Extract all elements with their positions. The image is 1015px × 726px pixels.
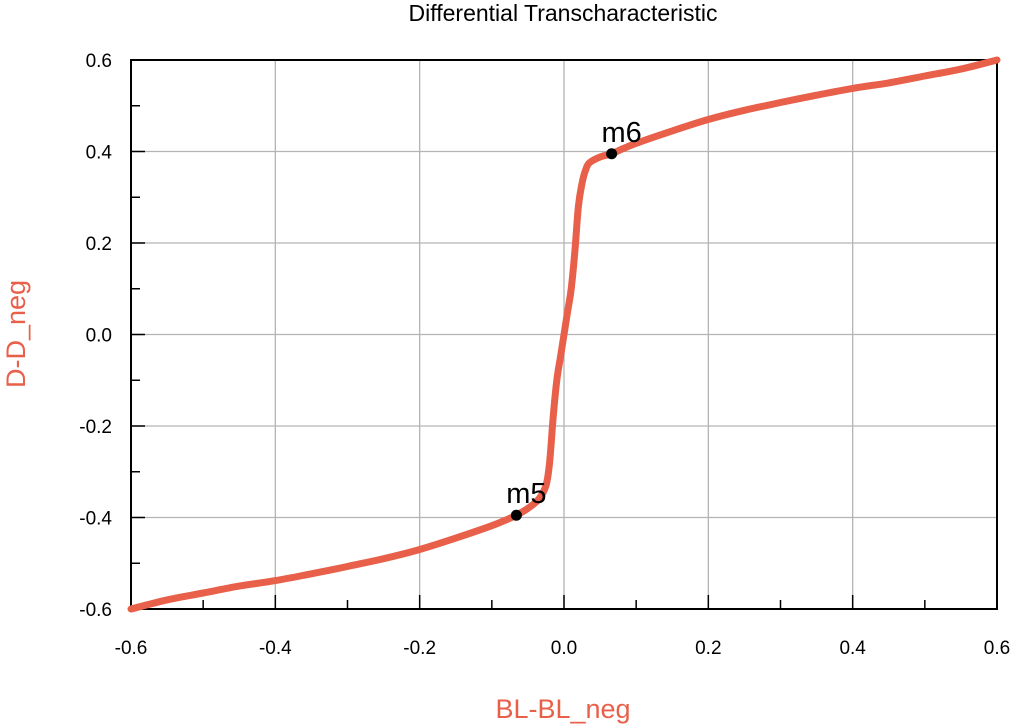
series-line [127, 56, 1001, 613]
y-tick-label: -0.4 [79, 509, 112, 530]
chart-title: Differential Transcharacteristic [409, 0, 718, 26]
plot-frame [130, 59, 998, 610]
y-tick-label: 0.2 [86, 234, 112, 255]
x-tick-label: 0.0 [551, 638, 577, 659]
y-tick-label: -0.6 [79, 600, 112, 621]
markers: m5 m6 [506, 117, 642, 521]
x-axis-label: BL-BL_neg [495, 694, 630, 724]
x-tick-label: -0.6 [115, 638, 148, 659]
marker-m6-dot [606, 148, 618, 160]
y-tick-labels: -0.6 -0.4 -0.2 0.0 0.2 0.4 0.6 [79, 51, 112, 621]
y-tick-label: -0.2 [79, 417, 112, 438]
x-tick-label: 0.4 [839, 638, 866, 659]
y-tick-label: 0.4 [86, 143, 113, 164]
x-tick-label: 0.2 [695, 638, 721, 659]
x-tick-label: -0.2 [403, 638, 436, 659]
y-tick-label: 0.0 [86, 326, 112, 347]
x-tick-label: 0.6 [984, 638, 1010, 659]
x-tick-labels: -0.6 -0.4 -0.2 0.0 0.2 0.4 0.6 [115, 638, 1011, 659]
marker-m5-dot [510, 509, 522, 521]
marker-m6-label: m6 [601, 117, 641, 149]
grid-lines [131, 60, 997, 609]
y-tick-label: 0.6 [86, 51, 112, 72]
x-tick-label: -0.4 [259, 638, 292, 659]
y-axis-label: D-D_neg [1, 280, 31, 388]
marker-m5-label: m5 [506, 478, 546, 510]
